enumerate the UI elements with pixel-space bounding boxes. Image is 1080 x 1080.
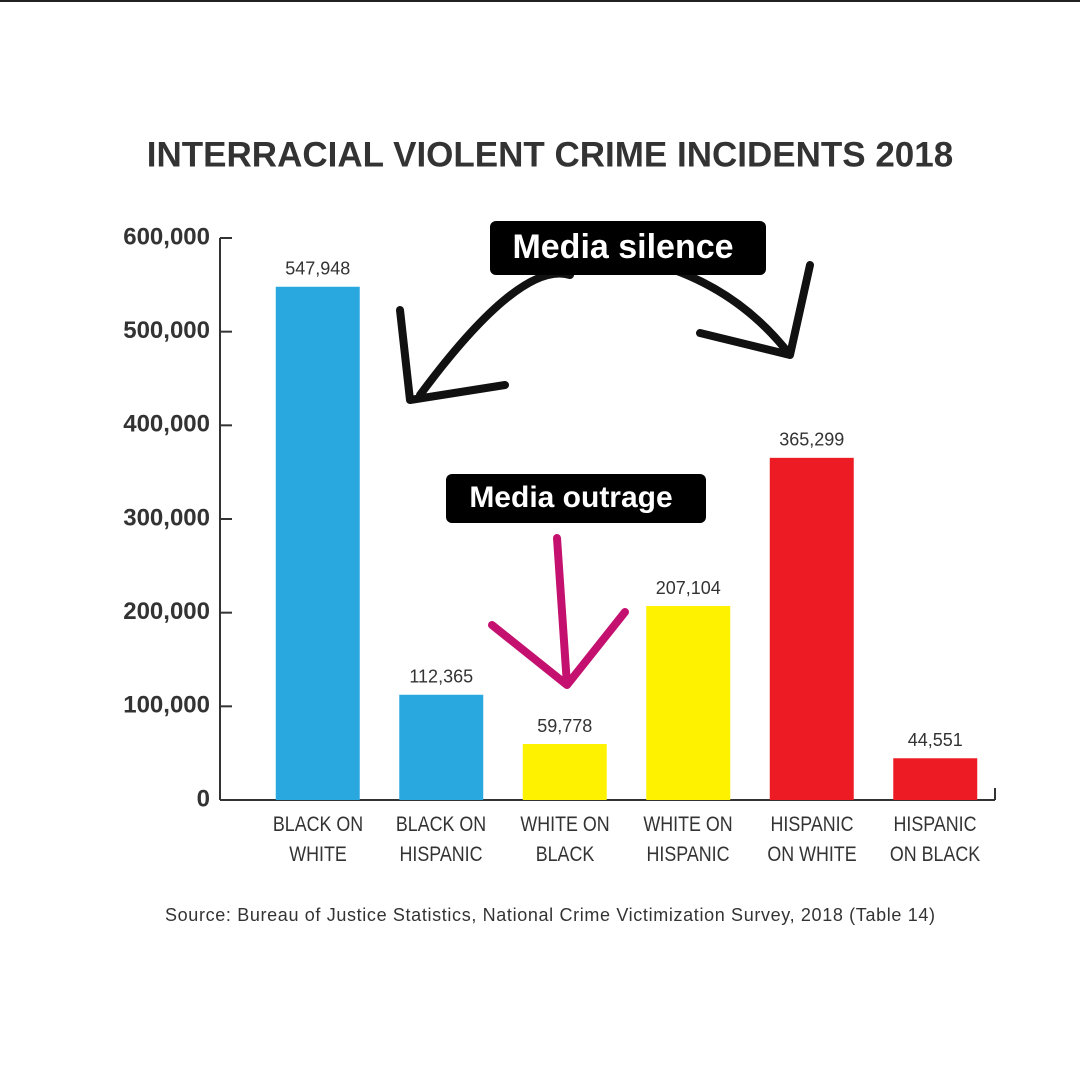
x-tick-label: BLACK ON WHITE [272,813,363,866]
y-tick-label: 100,000 [123,692,210,719]
value-label: 207,104 [656,578,721,598]
chart-title: INTERRACIAL VIOLENT CRIME INCIDENTS 2018 [147,135,953,174]
y-tick-label: 0 [197,785,210,812]
x-tick-label: WHITE ON BLACK [520,813,610,866]
x-tick-label: BLACK ON HISPANIC [396,813,487,866]
bar [522,744,607,800]
value-label: 365,299 [779,430,844,450]
arrow-left [396,269,574,404]
bar [275,286,360,800]
y-tick-label: 500,000 [123,317,210,344]
value-label: 547,948 [285,259,350,279]
y-tick-label: 400,000 [123,411,210,438]
value-label: 59,778 [537,716,592,736]
x-tick-label: WHITE ON HISPANIC [643,813,733,866]
y-tick-label: 600,000 [123,223,210,250]
value-label: 44,551 [908,730,963,750]
x-tick-label: HISPANIC ON BLACK [890,813,981,866]
bar [769,457,854,800]
bar [646,606,731,800]
plot: 0 100,000 200,000 300,000 400,000 500,000 600,… [123,223,978,812]
source: Source: Bureau of Justice Statistics, Na… [165,905,935,925]
annotation: Media outrage [469,481,672,514]
value-label: 112,365 [409,667,473,687]
x-tick-label: HISPANIC ON WHITE [767,813,857,866]
annotation-box [446,474,706,523]
bar [399,694,484,800]
y-tick-label: 200,000 [123,598,210,625]
annotation-box [490,221,766,275]
annotation: Media silence [512,228,733,266]
arrow-right [656,261,814,359]
y-tick-label: 300,000 [123,504,210,531]
arrow-outrage [488,534,629,689]
bar [893,758,978,800]
